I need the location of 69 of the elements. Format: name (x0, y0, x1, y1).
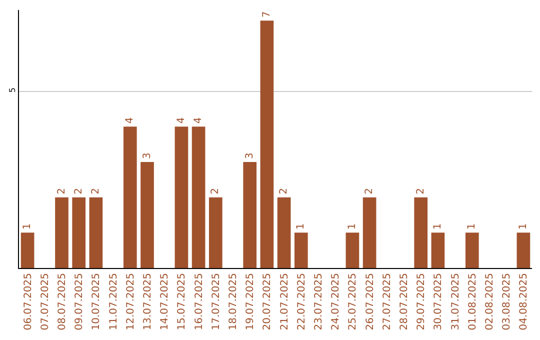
x-tick-label: 12.07.2025 (125, 273, 136, 330)
data-label: 4 (176, 117, 187, 124)
x-tick-label: 25.07.2025 (348, 273, 359, 330)
bar (55, 197, 68, 268)
x-tick-label: 08.07.2025 (57, 273, 68, 330)
x-tick-label: 11.07.2025 (108, 273, 120, 330)
bar (20, 232, 34, 268)
x-tick-label: 15.07.2025 (176, 273, 188, 330)
bar (414, 197, 428, 268)
data-label: 2 (210, 188, 222, 194)
bar (516, 232, 530, 268)
data-label: 3 (244, 152, 256, 159)
bar (140, 162, 154, 268)
x-tick-label: 07.07.2025 (40, 273, 51, 330)
x-tick-label: 19.07.2025 (245, 273, 256, 330)
data-label: 2 (278, 188, 290, 194)
x-tick-label: 01.08.2025 (467, 273, 478, 330)
bar (72, 197, 86, 268)
bar (174, 126, 188, 268)
data-label: 7 (261, 11, 272, 18)
x-tick-label: 04.08.2025 (518, 273, 530, 330)
x-tick-label: 13.07.2025 (142, 273, 154, 330)
data-label: 4 (124, 117, 136, 124)
x-tick-label: 29.07.2025 (416, 273, 428, 330)
x-tick-label: 27.07.2025 (382, 273, 393, 330)
data-label: 2 (90, 188, 102, 194)
bar (431, 232, 445, 268)
x-tick-label: 22.07.2025 (296, 273, 308, 330)
data-label: 1 (296, 223, 307, 230)
data-label: 1 (432, 223, 444, 230)
x-tick-label: 09.07.2025 (74, 273, 86, 330)
bar (260, 20, 274, 268)
x-tick-label: 02.08.2025 (484, 273, 496, 330)
x-tick-label: 26.07.2025 (364, 273, 376, 330)
x-tick-label: 31.07.2025 (450, 273, 462, 330)
x-tick-label: 17.07.2025 (210, 273, 222, 330)
x-tick-label: 30.07.2025 (433, 273, 444, 330)
data-label: 4 (193, 117, 204, 124)
data-label: 1 (466, 223, 478, 230)
x-tick-label: 18.07.2025 (228, 273, 239, 330)
data-label: 1 (22, 223, 34, 230)
data-label: 2 (56, 188, 68, 194)
bar (362, 197, 376, 268)
data-label: 2 (73, 188, 84, 194)
x-tick-label: 23.07.2025 (314, 273, 324, 330)
x-tick-label: 14.07.2025 (160, 273, 171, 330)
x-tick-label: 28.07.2025 (399, 273, 410, 330)
data-label: 1 (518, 223, 529, 230)
bar (294, 232, 308, 268)
x-tick-label: 06.07.2025 (22, 273, 34, 330)
bar (89, 197, 103, 268)
bar (346, 232, 360, 268)
bar (208, 197, 222, 268)
y-tick-label: 5 (8, 88, 17, 93)
data-label: 3 (142, 152, 153, 159)
data-label: 2 (364, 188, 376, 194)
bar (192, 126, 206, 268)
bar (243, 162, 257, 268)
data-label: 2 (415, 188, 426, 194)
x-tick-label: 16.07.2025 (194, 273, 205, 330)
x-tick-label: 03.08.2025 (502, 273, 513, 330)
x-tick-label: 10.07.2025 (91, 273, 102, 330)
data-label: 1 (346, 223, 358, 230)
x-tick-label: 21.07.2025 (279, 273, 290, 330)
bar (123, 126, 137, 268)
x-tick-label: 20.07.2025 (262, 273, 274, 330)
x-tick-label: 24.07.2025 (330, 273, 342, 330)
bar (465, 232, 479, 268)
bar (277, 197, 291, 268)
